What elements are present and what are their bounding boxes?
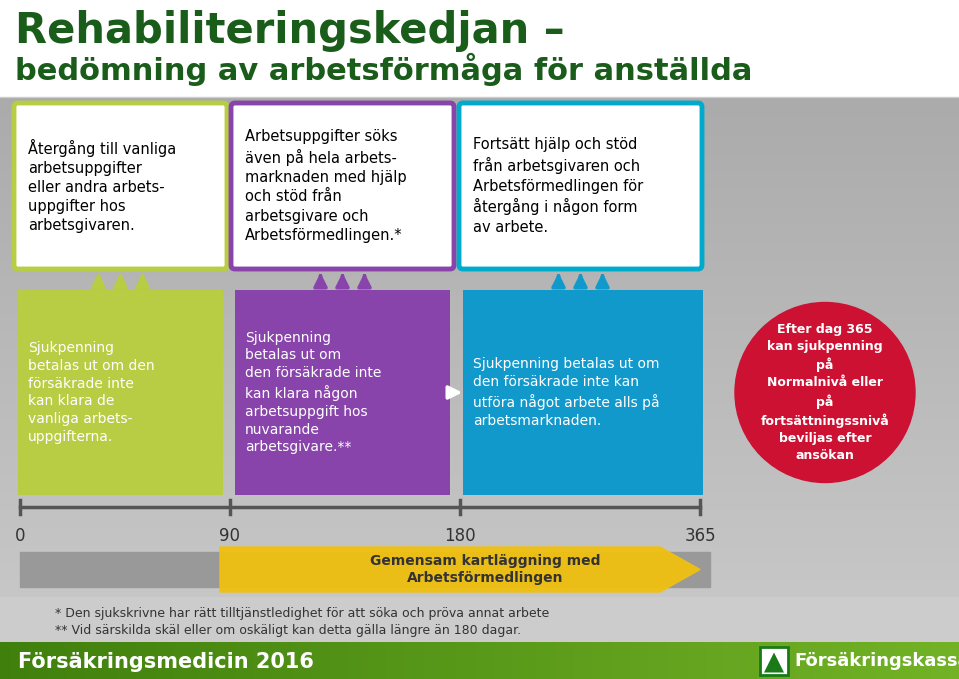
Text: Återgång till vanliga
arbetsuppgifter
eller andra arbets-
uppgifter hos
arbetsgi: Återgång till vanliga arbetsuppgifter el…	[28, 139, 176, 234]
Text: Arbetsuppgifter söks
även på hela arbets-
marknaden med hjälp
och stöd från
arbe: Arbetsuppgifter söks även på hela arbets…	[245, 129, 407, 243]
Bar	[18, 290, 223, 495]
Text: 90: 90	[220, 527, 241, 545]
Text: Sjukpenning betalas ut om
den försäkrade inte kan
utföra något arbete alls på
ar: Sjukpenning betalas ut om den försäkrade…	[473, 357, 660, 428]
FancyBboxPatch shape	[459, 103, 702, 269]
Bar	[463, 290, 703, 495]
Text: * Den sjukskrivne har rätt tilltjänstledighet för att söka och pröva annat arbet: * Den sjukskrivne har rätt tilltjänstled…	[55, 607, 550, 620]
Polygon shape	[20, 552, 710, 587]
Text: Fortsätt hjälp och stöd
från arbetsgivaren och
Arbetsförmedlingen för
återgång i: Fortsätt hjälp och stöd från arbetsgivar…	[473, 137, 643, 235]
Text: Efter dag 365
kan sjukpenning
på
Normalnivå eller
på
fortsättningssnivå
beviljas: Efter dag 365 kan sjukpenning på Normaln…	[760, 323, 889, 462]
Text: Sjukpenning
betalas ut om
den försäkrade inte
kan klara någon
arbetsuppgift hos
: Sjukpenning betalas ut om den försäkrade…	[245, 331, 382, 454]
Text: 0: 0	[14, 527, 25, 545]
Bar	[0, 0, 959, 97]
Circle shape	[735, 303, 915, 483]
Polygon shape	[764, 653, 784, 672]
Polygon shape	[220, 547, 700, 592]
Bar	[0, 597, 959, 642]
FancyBboxPatch shape	[760, 646, 788, 674]
Text: bedömning av arbetsförmåga för anställda: bedömning av arbetsförmåga för anställda	[15, 53, 753, 86]
Text: ** Vid särskilda skäl eller om oskäligt kan detta gälla längre än 180 dagar.: ** Vid särskilda skäl eller om oskäligt …	[55, 624, 521, 637]
Text: 365: 365	[684, 527, 715, 545]
FancyBboxPatch shape	[14, 103, 227, 269]
Text: 180: 180	[444, 527, 476, 545]
Text: Försäkringskassan: Försäkringskassan	[794, 651, 959, 669]
Text: Rehabiliteringskedjan –: Rehabiliteringskedjan –	[15, 10, 565, 52]
Text: Sjukpenning
betalas ut om den
försäkrade inte
kan klara de
vanliga arbets-
uppgi: Sjukpenning betalas ut om den försäkrade…	[28, 341, 154, 444]
Bar	[235, 290, 450, 495]
Text: Gemensam kartläggning med
Arbetsförmedlingen: Gemensam kartläggning med Arbetsförmedli…	[370, 554, 600, 585]
FancyBboxPatch shape	[231, 103, 454, 269]
Text: Försäkringsmedicin 2016: Försäkringsmedicin 2016	[18, 653, 314, 672]
